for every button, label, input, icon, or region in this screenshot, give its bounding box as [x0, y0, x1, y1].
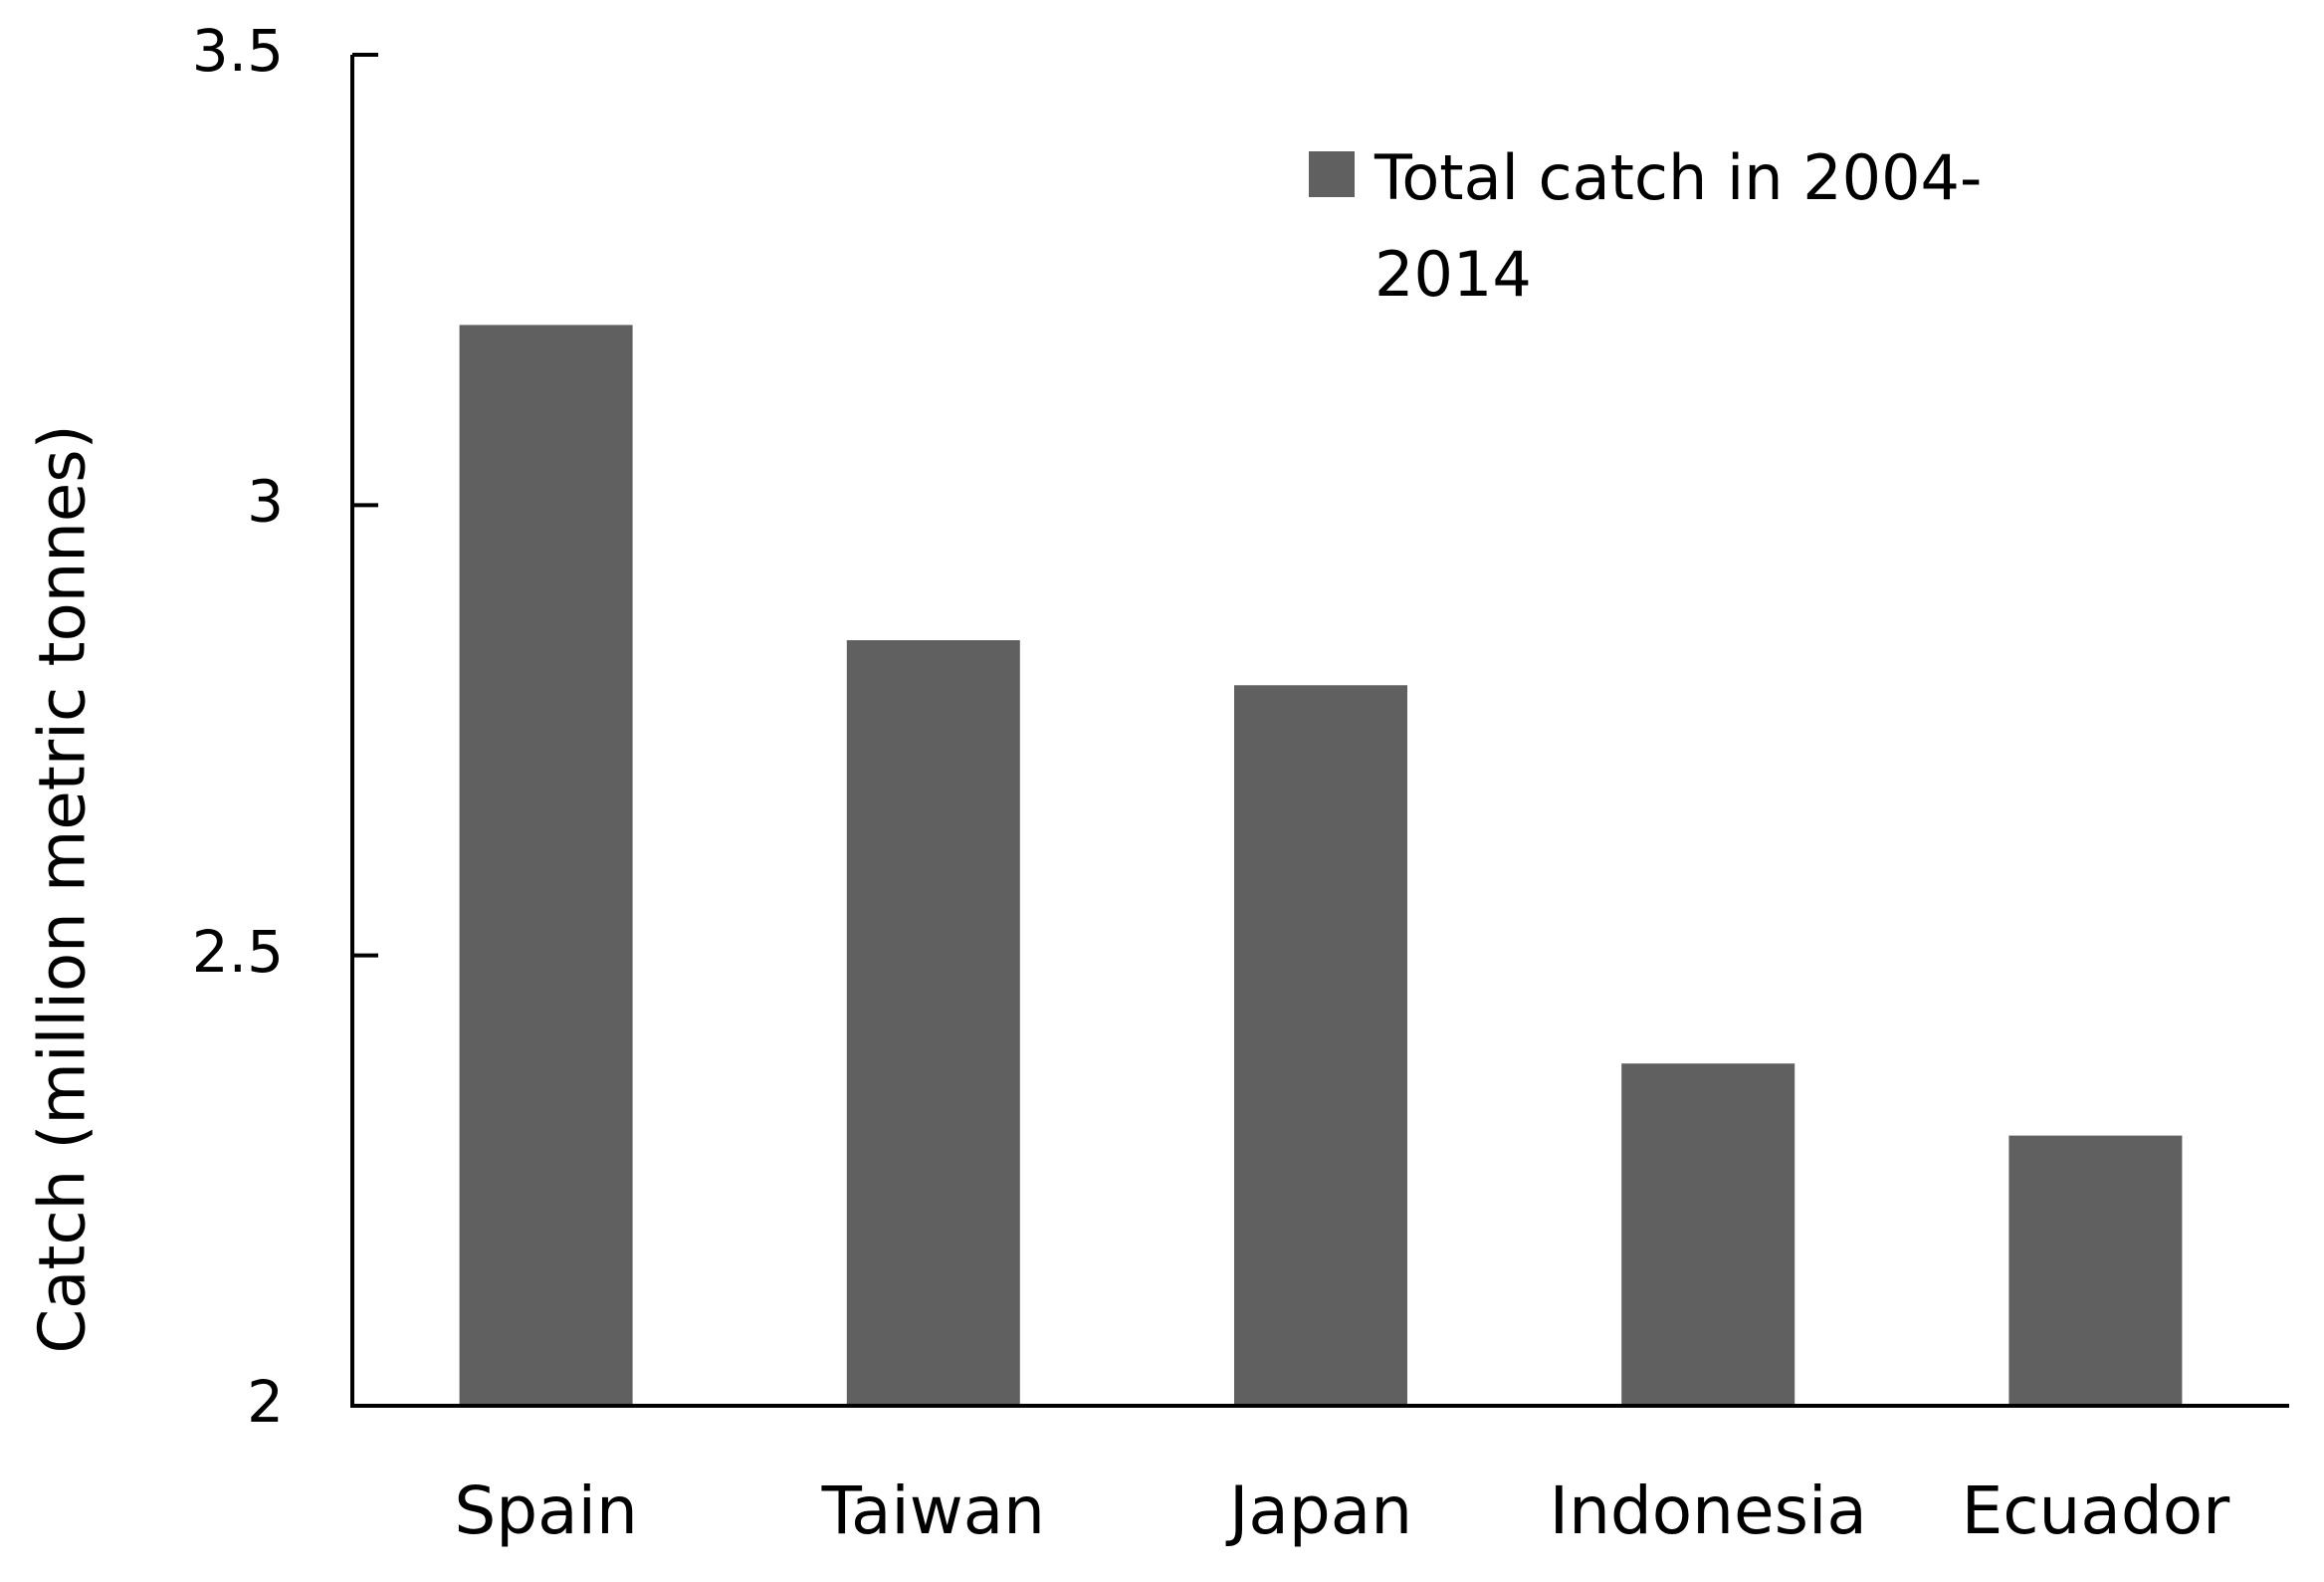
- bar: [2008, 1135, 2183, 1406]
- bar: [846, 640, 1020, 1406]
- legend: Total catch in 2004-2014: [1309, 129, 2091, 323]
- x-tick-label: Spain: [454, 1472, 637, 1549]
- x-tick-label: Indonesia: [1550, 1472, 1867, 1549]
- y-axis-title: Catch (million metric tonnes): [27, 424, 101, 1353]
- y-tick-label: 3: [247, 467, 284, 535]
- y-tick-label: 3.5: [192, 17, 284, 85]
- x-tick-label: Taiwan: [821, 1472, 1045, 1549]
- bar: [459, 325, 633, 1406]
- bar: [1234, 685, 1407, 1406]
- y-tick-label: 2.5: [192, 918, 284, 986]
- legend-swatch: [1309, 151, 1355, 197]
- x-tick-label: Ecuador: [1962, 1472, 2231, 1549]
- x-tick-label: Japan: [1225, 1472, 1412, 1549]
- y-tick-label: 2: [247, 1368, 284, 1436]
- bar: [1621, 1063, 1796, 1406]
- legend-label: Total catch in 2004-2014: [1374, 141, 1983, 311]
